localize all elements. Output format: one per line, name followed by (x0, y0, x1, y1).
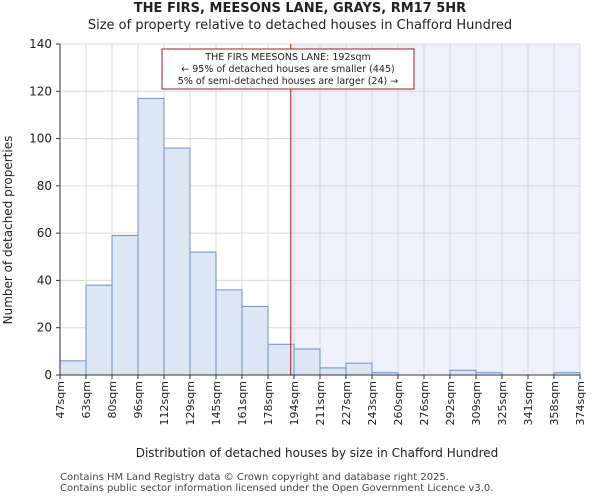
bar (293, 348, 321, 376)
x-tick-label: 325sqm (496, 381, 509, 425)
bar (163, 147, 191, 376)
x-tick-label: 63sqm (80, 381, 93, 418)
annotation-box (161, 48, 415, 90)
annotation-line-2: ← 95% of detached houses are smaller (44… (181, 64, 394, 75)
y-tick-label: 40 (37, 273, 52, 287)
x-tick-label: 96sqm (132, 381, 145, 418)
bar (449, 369, 477, 376)
x-tick-label: 260sqm (392, 381, 405, 425)
annotation-line-1: THE FIRS MEESONS LANE: 192sqm (204, 52, 370, 63)
x-tick-label: 243sqm (366, 381, 379, 425)
bar (319, 367, 347, 376)
chart-title: THE FIRS, MEESONS LANE, GRAYS, RM17 5HR (133, 1, 467, 16)
x-tick-label: 341sqm (522, 381, 535, 425)
x-tick-label: 129sqm (184, 381, 197, 425)
y-tick-label: 120 (29, 84, 52, 98)
footer-line-2: Contains public sector information licen… (60, 483, 494, 494)
x-tick-label: 178sqm (262, 381, 275, 425)
bar (267, 343, 295, 376)
x-tick-label: 227sqm (340, 381, 353, 425)
x-tick-label: 145sqm (210, 381, 223, 425)
gridlines (59, 43, 581, 376)
x-tick-label: 47sqm (54, 381, 67, 418)
y-tick-label: 80 (37, 179, 52, 193)
bar (85, 284, 113, 376)
x-tick-label: 309sqm (470, 381, 483, 425)
y-tick-label: 20 (37, 321, 52, 335)
bar (137, 97, 165, 376)
x-tick-label: 112sqm (158, 381, 171, 425)
shaded-region (290, 44, 580, 375)
y-axis-label: Number of detached properties (1, 136, 15, 325)
y-tick-label: 100 (29, 132, 52, 146)
bar (189, 251, 217, 376)
x-tick-label: 374sqm (574, 381, 587, 425)
bar (215, 289, 243, 376)
bar (59, 360, 87, 376)
y-tick-label: 0 (44, 368, 52, 382)
bar (111, 235, 139, 376)
bar (345, 362, 373, 376)
annotation-line-3: 5% of semi-detached houses are larger (2… (178, 76, 398, 87)
axes: 0 20 40 60 80 100 120 140 47sqm 63sqm 80sqm 96sqm 11… (29, 37, 587, 425)
x-axis-label: Distribution of detached houses by size … (136, 446, 499, 460)
marker-annotation: THE FIRS MEESONS LANE: 192sqm ← 95% of d… (161, 48, 415, 90)
bars (59, 97, 581, 376)
chart-subtitle: Size of property relative to detached ho… (87, 18, 513, 33)
x-tick-label: 292sqm (444, 381, 457, 425)
x-tick-label: 194sqm (288, 381, 301, 425)
larger-region-shading (290, 44, 580, 375)
y-tick-label: 60 (37, 226, 52, 240)
x-tick-label: 211sqm (314, 381, 327, 425)
footer-line-1: Contains HM Land Registry data © Crown c… (60, 472, 449, 483)
x-tick-label: 358sqm (548, 381, 561, 425)
bar (241, 305, 269, 376)
footer: Contains HM Land Registry data © Crown c… (60, 472, 493, 494)
y-tick-label: 140 (29, 37, 52, 51)
bar-chart: 0 20 40 60 80 100 120 140 47sqm 63sqm 80sqm 96sqm 11… (1, 37, 587, 460)
x-tick-label: 80sqm (106, 381, 119, 418)
x-tick-label: 161sqm (236, 381, 249, 425)
x-tick-label: 276sqm (418, 381, 431, 425)
